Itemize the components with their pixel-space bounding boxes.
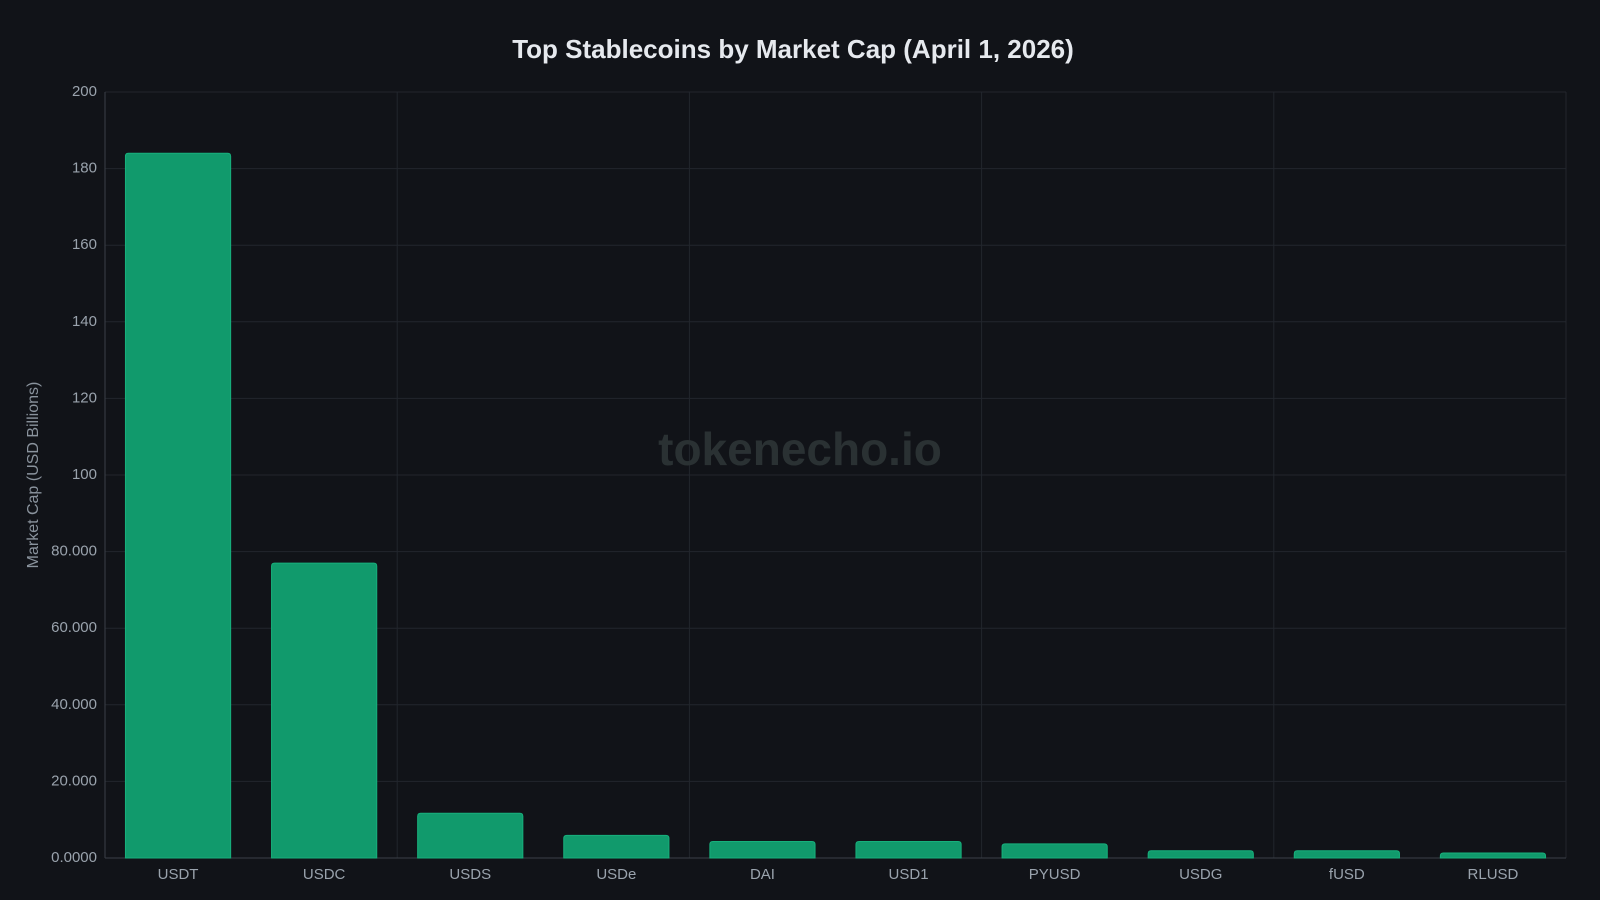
y-tick-label: 200 [72,83,97,100]
bar [271,562,378,859]
x-tick-label: USDS [449,866,491,883]
watermark: tokenecho.io [658,423,942,475]
x-tick-label: USDT [158,866,199,883]
y-tick-label: 160 [72,236,97,253]
y-tick-label: 120 [72,389,97,406]
x-tick-label: DAI [750,866,775,883]
bar [709,841,816,859]
bar [1147,850,1254,859]
bar [417,812,524,859]
chart-title: Top Stablecoins by Market Cap (April 1, … [512,34,1074,64]
x-tick-label: USD1 [889,866,929,883]
y-tick-label: 100 [72,466,97,483]
x-tick-label: PYUSD [1029,866,1081,883]
y-tick-label: 0.0000 [51,849,97,866]
y-tick-label: 140 [72,313,97,330]
bar [855,841,962,859]
y-tick-label: 80.000 [51,543,97,560]
y-tick-label: 60.000 [51,619,97,636]
y-tick-label: 40.000 [51,696,97,713]
bar [1001,843,1108,859]
bar [1439,852,1547,859]
x-tick-label: fUSD [1329,866,1365,883]
y-tick-label: 180 [72,160,97,177]
x-tick-label: USDe [596,866,636,883]
x-tick-label: USDG [1179,866,1222,883]
bar [124,152,232,859]
bar [1293,850,1400,859]
x-tick-label: RLUSD [1468,866,1519,883]
bar [563,834,670,859]
x-tick-label: USDC [303,866,346,883]
y-axis-label: Market Cap (USD Billions) [25,382,42,569]
y-tick-label: 20.000 [51,772,97,789]
